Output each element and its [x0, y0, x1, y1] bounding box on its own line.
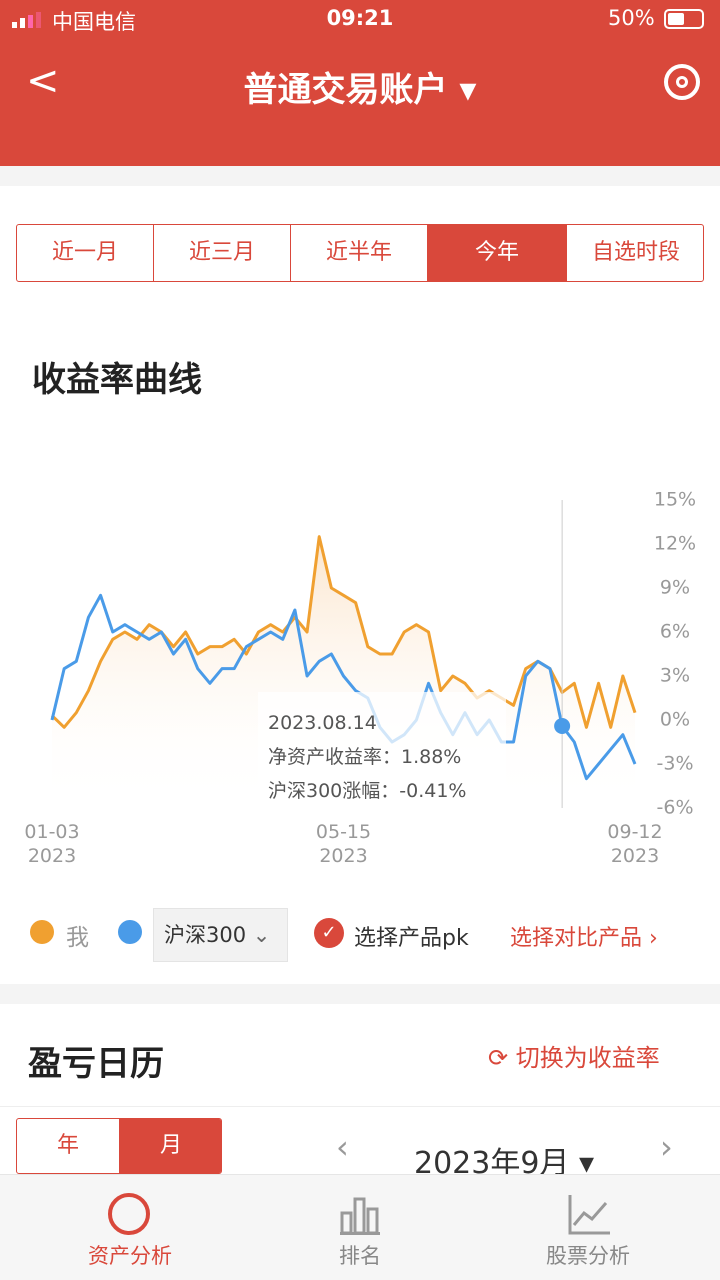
x-tick-label: 05-15 2023: [315, 821, 372, 867]
switch-link[interactable]: ⟳ 切换为收益率: [488, 1044, 660, 1072]
period-tab[interactable]: 近三月: [154, 225, 291, 281]
switch-label: 切换为收益率: [515, 1044, 660, 1072]
y-tick-label: 3%: [660, 665, 690, 687]
tooltip-line: 净资产收益率：1.88%: [268, 746, 462, 768]
chart-card: 近一月 近三月 近半年 今年 自选时段 收益率曲线 我 沪深300 ⌄ ✓ 选择产品pk…: [0, 186, 720, 984]
period-tab[interactable]: 自选时段: [591, 240, 680, 265]
prev-month[interactable]: ‹: [336, 1128, 349, 1166]
pk-checkbox[interactable]: ✓: [314, 918, 344, 948]
signal-icon: [12, 12, 46, 28]
x-tick-label: 09-12 2023: [607, 821, 663, 867]
benchmark-select[interactable]: 沪深300 ⌄: [153, 908, 288, 962]
carrier: 中国电信: [52, 10, 136, 34]
mode-month[interactable]: 月: [119, 1119, 221, 1173]
y-tick-label: 12%: [654, 533, 696, 555]
y-tick-label: -6%: [657, 797, 694, 819]
next-month[interactable]: ›: [660, 1128, 673, 1166]
nav-icon: [108, 1193, 150, 1235]
battery-text: 50%: [608, 6, 655, 30]
series-line: [50, 593, 637, 781]
bottom-nav: 资产分析 排名 股票分析: [0, 1174, 720, 1280]
account-select[interactable]: 普通交易账户 ▾: [243, 70, 477, 110]
compare-label: 选择对比产品: [510, 926, 643, 951]
back-button[interactable]: <: [26, 58, 60, 104]
calendar-title: 盈亏日历: [28, 1044, 164, 1084]
y-tick-label: -3%: [657, 753, 694, 775]
mode-year[interactable]: 年: [56, 1133, 79, 1158]
section-title: 收益率曲线: [32, 360, 202, 400]
y-tick-label: 0%: [660, 709, 690, 731]
legend-swatch: [30, 920, 54, 944]
period-tab[interactable]: 今年: [428, 225, 567, 281]
tooltip-line: 沪深300涨幅：-0.41%: [268, 780, 467, 802]
nav-item[interactable]: 资产分析: [88, 1244, 172, 1268]
point-marker: [554, 718, 571, 735]
header: 中国电信 09:21 50% < 普通交易账户 ▾: [0, 0, 720, 166]
nav-icon: [568, 1195, 610, 1235]
legend-swatch: [118, 920, 142, 944]
clock: 09:21: [326, 6, 394, 30]
period-tab[interactable]: 近半年: [291, 225, 428, 281]
nav-icon: [340, 1195, 380, 1235]
legend-label: 我: [66, 925, 89, 951]
settings-button[interactable]: [664, 64, 700, 100]
y-tick-label: 15%: [654, 489, 696, 511]
nav-item[interactable]: 排名: [339, 1244, 381, 1268]
x-tick-label: 01-03 2023: [24, 821, 80, 867]
tooltip: 2023.08.14 净资产收益率：1.88% 沪深300涨幅：-0.41%: [258, 692, 506, 804]
mode-toggle: 年 月: [16, 1118, 222, 1174]
y-tick-label: 9%: [660, 577, 690, 599]
header-title: 普通交易账户: [243, 70, 448, 110]
period-tabs: 近一月 近三月 近半年 今年 自选时段: [16, 224, 704, 282]
pk-label: 选择产品pk: [354, 926, 469, 951]
divider: [0, 1106, 720, 1107]
y-tick-label: 6%: [660, 621, 690, 643]
battery-icon: [664, 9, 704, 29]
period-tab[interactable]: 近一月: [17, 225, 154, 281]
compare-link[interactable]: 选择对比产品 ›: [510, 926, 658, 951]
tooltip-date: 2023.08.14: [268, 712, 377, 734]
legend-label: 沪深300: [164, 923, 247, 947]
nav-item[interactable]: 股票分析: [546, 1244, 630, 1268]
calendar-card: 盈亏日历 ⟳ 切换为收益率 年 月 ‹ 2023年9月 ▾ ›: [0, 1004, 720, 1184]
